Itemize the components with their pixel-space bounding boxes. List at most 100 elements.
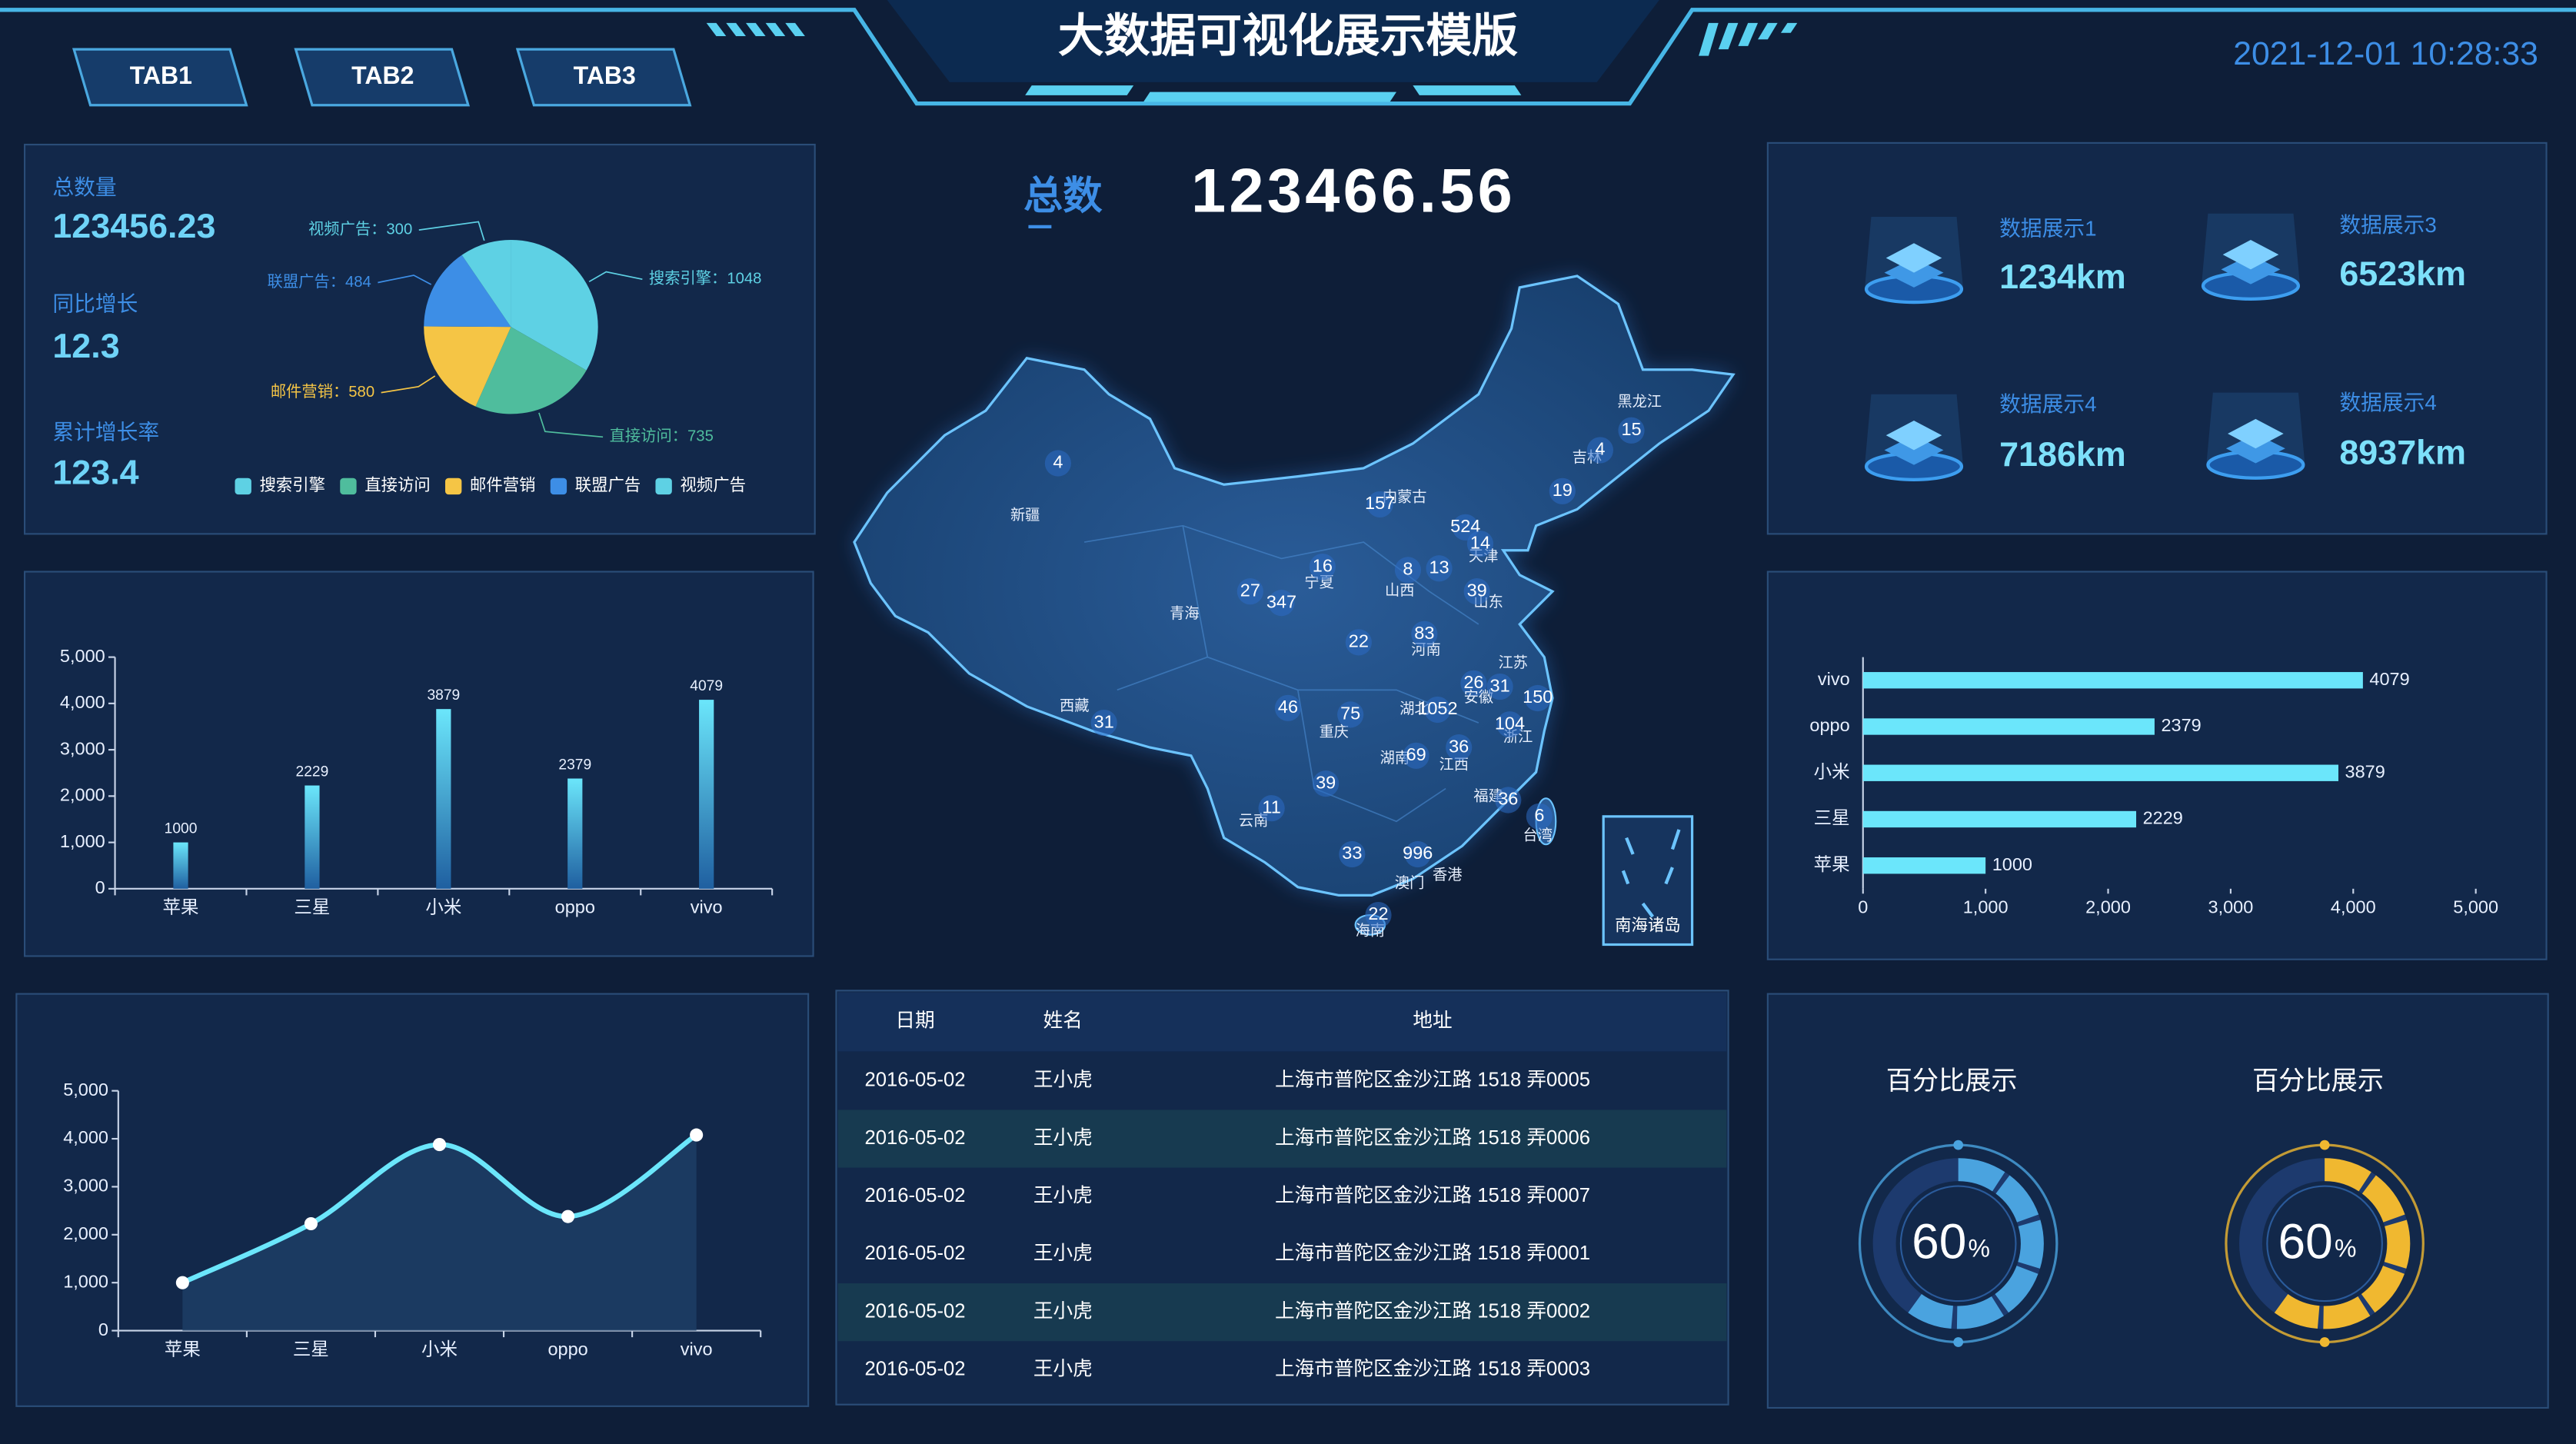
total-value: 123466.56: [1191, 157, 1516, 226]
y-tick-label: 4,000: [60, 692, 105, 712]
legend-swatch: [444, 477, 462, 495]
value-label: 1000: [165, 821, 198, 837]
panel: [23, 571, 814, 957]
map-value: 75: [1340, 704, 1360, 724]
gauge-dot: [2319, 1337, 2330, 1347]
y-tick-label: 2,000: [60, 785, 105, 805]
row-stripe: [837, 1110, 1727, 1168]
map-value: 39: [1467, 580, 1487, 600]
map-value: 996: [1403, 843, 1433, 863]
gauge-title: 百分比展示: [2252, 1066, 2384, 1096]
stat-value: 8937km: [2339, 433, 2466, 472]
cell: 2016-05-02: [864, 1185, 965, 1206]
map-value: 15: [1621, 419, 1641, 439]
map-value: 31: [1094, 711, 1114, 731]
cell: 王小虎: [1033, 1358, 1093, 1380]
cell: 上海市普陀区金沙江路 1518 弄0001: [1275, 1242, 1590, 1264]
value-label: 2229: [296, 764, 329, 780]
map-value: 16: [1313, 555, 1333, 575]
map-marker: [1486, 673, 1513, 700]
stat-label: 数据展示4: [1999, 392, 2097, 416]
map-marker: [1403, 742, 1429, 769]
province-name: 江苏: [1498, 654, 1527, 671]
map-value: 104: [1495, 713, 1525, 733]
icon-layer: [2228, 418, 2284, 449]
cell: 上海市普陀区金沙江路 1518 弄0005: [1275, 1069, 1590, 1091]
y-tick-label: oppo: [1809, 715, 1849, 735]
title-frame: [887, 0, 1659, 82]
value-label: 2379: [2161, 715, 2201, 735]
province-name: 湖南: [1380, 750, 1409, 767]
x-tick-label: 5,000: [2453, 897, 2498, 917]
x-tick-label: 0: [1858, 897, 1868, 917]
pie-label: 联盟广告：484: [268, 273, 371, 291]
line-point: [432, 1138, 447, 1152]
pie-label: 搜索引擎：1048: [649, 270, 762, 288]
tab[interactable]: [294, 48, 471, 107]
map-value: 39: [1316, 772, 1336, 792]
province-name: 黑龙江: [1617, 394, 1662, 411]
legend-swatch: [550, 477, 567, 495]
pie-slice: [424, 255, 511, 328]
map-value: 22: [1349, 631, 1369, 651]
map-marker: [1426, 555, 1453, 582]
map-marker: [1366, 491, 1393, 518]
map-value: 157: [1365, 493, 1395, 513]
pie-slice: [461, 239, 511, 328]
line-point: [561, 1209, 575, 1223]
stat-label: 数据展示3: [2339, 213, 2437, 237]
pie-label: 邮件营销：580: [271, 383, 374, 401]
y-tick-label: 1,000: [63, 1271, 108, 1291]
value-label: 2379: [558, 757, 591, 774]
summary-value: 123.4: [52, 452, 138, 491]
y-tick-label: 三星: [1814, 808, 1850, 828]
map-marker: [1274, 694, 1302, 721]
province-name: 台湾: [1523, 827, 1553, 844]
tab-label[interactable]: TAB1: [130, 62, 192, 89]
map-marker: [1044, 450, 1071, 477]
pie-slice: [475, 327, 587, 414]
bar: [173, 842, 188, 889]
province-name: 安徽: [1464, 689, 1493, 706]
map-value: 150: [1523, 687, 1553, 707]
icon-layer: [1885, 420, 1942, 451]
header-accents: [706, 22, 1798, 102]
cell: 王小虎: [1033, 1242, 1093, 1264]
tab[interactable]: [72, 48, 248, 107]
table-header: [837, 992, 1727, 1052]
map-value: 14: [1470, 532, 1490, 552]
summary-value: 12.3: [52, 326, 119, 365]
gauge-dot: [2319, 1140, 2330, 1150]
y-tick-label: 3,000: [63, 1176, 108, 1196]
leader-line: [378, 274, 432, 285]
gauge-unit: %: [2335, 1234, 2356, 1262]
y-tick-label: 苹果: [1814, 854, 1850, 874]
map-value: 46: [1278, 697, 1298, 717]
summary-label: 总数量: [52, 175, 116, 199]
bar: [1862, 810, 2137, 828]
tab-label[interactable]: TAB3: [574, 62, 636, 89]
line-point: [690, 1128, 704, 1142]
map-marker: [1460, 670, 1487, 697]
map-marker: [1411, 621, 1438, 647]
leader-line: [538, 412, 604, 438]
stat-label: 数据展示1: [1999, 216, 2097, 240]
stat-value: 7186km: [1999, 434, 2126, 474]
tab-label[interactable]: TAB2: [351, 62, 414, 89]
value-label: 1000: [1992, 854, 2032, 874]
map-marker: [1258, 795, 1285, 822]
map-value: 6: [1534, 805, 1544, 825]
map-value: 8: [1403, 559, 1413, 579]
legend-swatch: [655, 477, 672, 495]
map-marker: [1236, 578, 1263, 605]
cell: 上海市普陀区金沙江路 1518 弄0003: [1275, 1358, 1590, 1380]
map-marker: [1090, 709, 1117, 737]
province-name: 江西: [1439, 757, 1469, 774]
cell: 上海市普陀区金沙江路 1518 弄0002: [1275, 1299, 1590, 1322]
tab[interactable]: [515, 48, 692, 107]
map-marker: [1365, 901, 1392, 929]
x-tick-label: 三星: [293, 1339, 329, 1359]
gauge-title: 百分比展示: [1886, 1066, 2018, 1096]
map-marker: [1524, 684, 1551, 712]
